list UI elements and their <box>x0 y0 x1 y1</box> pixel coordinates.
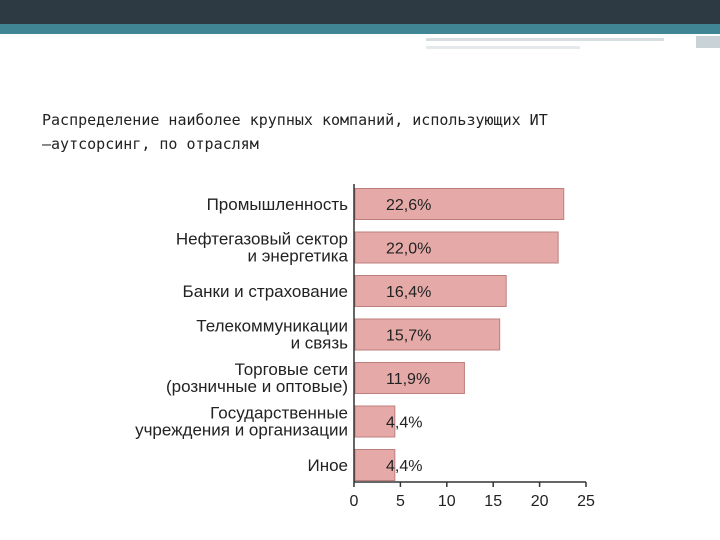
decor-rule <box>696 36 720 48</box>
x-tick-label: 15 <box>484 493 502 510</box>
bar <box>354 318 501 351</box>
category-label: Торговые сети <box>235 360 348 379</box>
decor-rule <box>426 46 580 49</box>
x-tick-label: 20 <box>531 493 549 510</box>
slide-header-bar <box>0 0 720 24</box>
x-tick-label: 10 <box>438 493 456 510</box>
x-tick-label: 25 <box>577 493 595 510</box>
bar-value-label: 22,0% <box>386 241 431 258</box>
bar-value-label: 11,9% <box>386 371 430 388</box>
category-label: Государственные <box>210 404 348 423</box>
bar <box>354 449 396 481</box>
bar <box>354 405 396 438</box>
category-label: Промышленность <box>207 195 349 214</box>
category-label: и энергетика <box>248 247 349 266</box>
category-label: учреждения и организации <box>135 421 348 440</box>
bar-value-label: 15,7% <box>386 328 431 345</box>
category-label: и связь <box>291 334 349 353</box>
category-label: (розничные и оптовые) <box>166 377 348 396</box>
category-label: Банки и страхование <box>183 282 348 301</box>
bar-value-label: 16,4% <box>386 284 431 301</box>
category-label: Иное <box>307 456 348 475</box>
x-tick-label: 0 <box>350 493 359 510</box>
bar <box>354 362 465 394</box>
slide-title-line: Распределение наиболее крупных компаний,… <box>42 111 548 129</box>
bar <box>354 275 507 307</box>
slide-title: Распределение наиболее крупных компаний,… <box>42 108 692 156</box>
category-label: Телекоммуникации <box>196 317 348 336</box>
bar <box>354 188 565 220</box>
category-label: Нефтегазовый сектор <box>176 230 348 249</box>
slide-header-accent <box>0 24 720 34</box>
bar <box>354 231 559 264</box>
x-tick-label: 5 <box>396 493 405 510</box>
slide-title-line: –аутсорсинг, по отраслям <box>42 135 259 153</box>
bar-value-label: 22,6% <box>386 197 431 214</box>
bar-value-label: 4,4% <box>386 458 422 475</box>
bar-value-label: 4,4% <box>386 415 422 432</box>
decor-rule <box>426 38 664 41</box>
